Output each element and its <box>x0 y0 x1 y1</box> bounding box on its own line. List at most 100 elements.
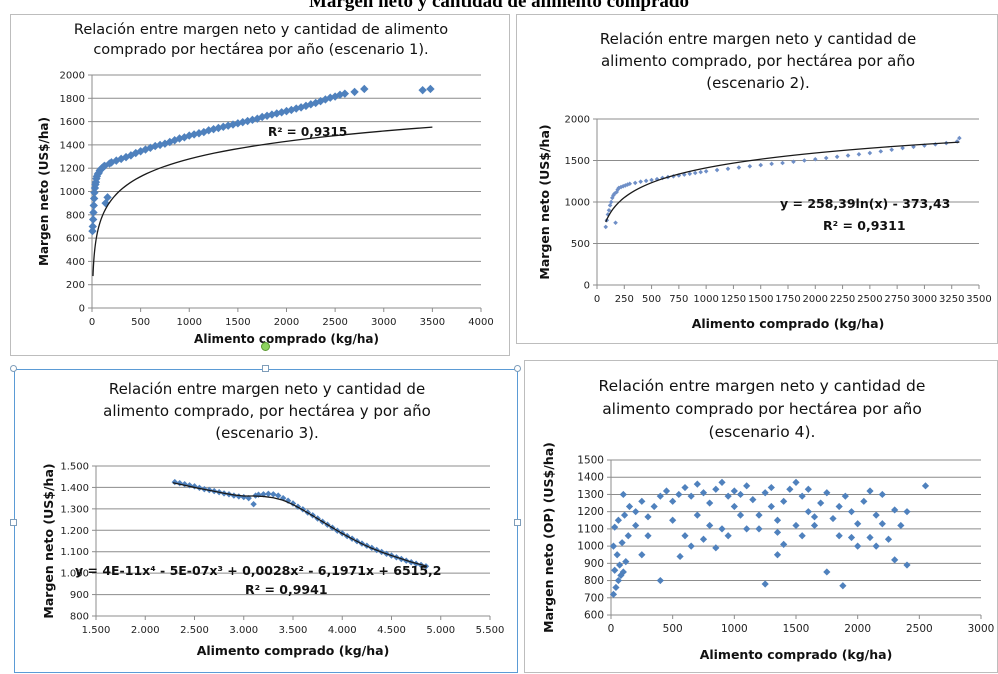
resize-handle-middle-right[interactable] <box>514 519 521 526</box>
r-squared-label: R² = 0,9311 <box>823 218 906 233</box>
data-point <box>693 480 701 488</box>
data-point <box>607 203 613 208</box>
data-point <box>897 521 905 530</box>
trendline <box>172 482 428 567</box>
data-point <box>878 520 886 528</box>
rotate-handle[interactable] <box>261 342 270 351</box>
y-tick-label: 1.400 <box>60 483 89 494</box>
x-tick-label: 2.500 <box>180 625 209 636</box>
data-point <box>650 502 658 511</box>
data-point <box>616 561 624 569</box>
data-point <box>812 156 818 162</box>
data-point <box>847 533 856 542</box>
y-tick-label: 0 <box>79 304 85 315</box>
data-point <box>743 525 751 533</box>
data-point <box>761 580 769 588</box>
x-tick-label: 1000 <box>177 317 202 328</box>
data-point <box>780 540 788 548</box>
data-point <box>289 500 297 507</box>
y-axis-label: Margen neto (OP) (US$/ha) <box>541 442 556 633</box>
x-tick-label: 3.000 <box>229 625 258 636</box>
data-point <box>804 508 812 516</box>
data-point <box>296 103 306 112</box>
data-point <box>834 154 840 160</box>
data-point <box>823 155 829 161</box>
chart-escenario-3: Relación entre margen neto y cantidad de… <box>41 380 504 658</box>
data-point <box>835 502 843 511</box>
data-point <box>823 568 831 576</box>
data-point <box>669 497 677 505</box>
chart-panel-escenario-2[interactable]: Relación entre margen neto y cantidad de… <box>516 14 998 344</box>
y-tick-label: 1.300 <box>60 504 89 515</box>
data-point <box>903 508 911 516</box>
chart-panel-escenario-1[interactable]: Relación entre margen neto y cantidad de… <box>10 14 510 356</box>
data-point <box>622 558 630 566</box>
data-point <box>606 208 612 213</box>
chart-title-line: comprado por hectárea por año (escenario… <box>93 42 428 58</box>
resize-handle-top-center[interactable] <box>262 365 269 372</box>
y-tick-label: 1000 <box>577 541 604 553</box>
data-point <box>724 492 732 500</box>
data-point <box>250 500 257 508</box>
y-tick-label: 0 <box>584 281 590 292</box>
data-point <box>854 542 862 550</box>
data-point <box>736 511 745 519</box>
x-tick-label: 4.500 <box>377 625 406 636</box>
data-point <box>736 165 742 170</box>
data-point <box>656 576 664 585</box>
data-point <box>758 162 764 168</box>
resize-handle-top-right[interactable] <box>514 365 521 372</box>
x-tick-label: 750 <box>669 294 688 305</box>
data-point <box>810 521 819 530</box>
data-point <box>767 483 775 492</box>
x-axis-label: Alimento comprado (kg/ha) <box>197 643 390 658</box>
x-tick-label: 1500 <box>225 317 250 328</box>
x-tick-label: 2500 <box>906 623 933 635</box>
data-point <box>767 502 775 511</box>
data-point <box>675 490 683 499</box>
data-point <box>903 561 911 569</box>
y-tick-label: 600 <box>584 610 604 622</box>
data-point <box>854 520 862 528</box>
y-tick-label: 400 <box>66 257 85 268</box>
y-tick-label: 1000 <box>565 198 590 209</box>
x-tick-label: 3250 <box>939 294 964 305</box>
data-point <box>613 551 621 559</box>
resize-handle-top-left[interactable] <box>10 365 17 372</box>
data-point <box>780 160 785 166</box>
data-point <box>747 164 753 169</box>
data-point <box>609 195 615 201</box>
data-point <box>730 502 738 511</box>
data-point <box>773 528 782 536</box>
resize-handle-middle-left[interactable] <box>10 519 17 526</box>
data-point <box>773 551 782 559</box>
y-tick-label: 1500 <box>565 156 590 167</box>
data-point <box>632 180 638 186</box>
x-tick-label: 3.500 <box>279 625 308 636</box>
x-tick-label: 2750 <box>884 294 909 305</box>
data-point <box>712 485 720 493</box>
data-point <box>612 191 617 196</box>
data-point <box>921 482 930 490</box>
x-tick-label: 1500 <box>748 294 773 305</box>
data-point <box>89 201 98 210</box>
chart-title-line: Relación entre margen neto y cantidad de… <box>74 22 448 38</box>
data-point <box>103 193 112 202</box>
data-point <box>725 166 731 172</box>
data-point <box>265 490 272 498</box>
chart-title-line: Relación entre margen neto y cantidad de <box>600 30 916 48</box>
x-axis-label: Alimento comprado (kg/ha) <box>692 316 885 331</box>
data-point <box>107 158 116 167</box>
y-tick-label: 1.100 <box>60 547 89 558</box>
data-point <box>714 167 720 173</box>
chart-panel-escenario-3[interactable]: Relación entre margen neto y cantidad de… <box>14 369 518 673</box>
chart-title-line: Relación entre margen neto y cantidad de <box>109 380 425 398</box>
x-tick-label: 1.500 <box>82 625 111 636</box>
chart-title-line: (escenario 4). <box>709 423 816 441</box>
trend-equation-label: y = 258,39ln(x) - 373,43 <box>780 196 950 211</box>
data-point <box>845 153 851 158</box>
chart-panel-escenario-4[interactable]: Relación entre margen neto y cantidad de… <box>524 360 998 673</box>
data-point <box>802 158 807 163</box>
data-point <box>340 89 350 98</box>
data-point <box>798 532 806 540</box>
